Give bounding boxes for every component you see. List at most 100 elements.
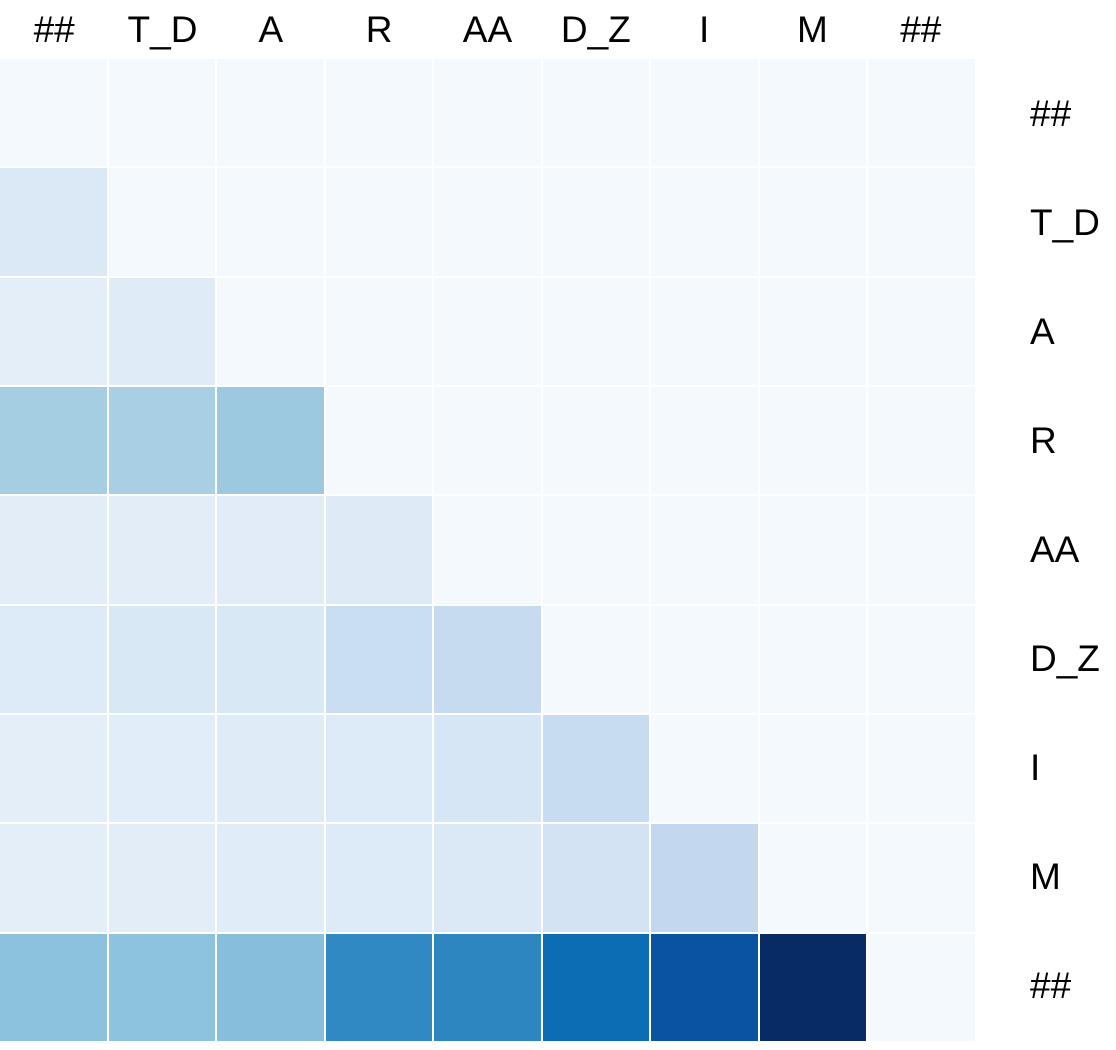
heatmap-cell (217, 824, 324, 932)
row-label: ## (1030, 92, 1072, 134)
heatmap-cell (108, 933, 216, 1041)
row-label: M (1030, 856, 1061, 898)
column-label: D_Z (560, 8, 631, 50)
heatmap-cell (868, 59, 975, 167)
heatmap-cell (0, 387, 107, 495)
heatmap-cell (325, 933, 433, 1041)
heatmap-cell (108, 496, 216, 604)
heatmap-cell (434, 933, 541, 1041)
heatmap-cell (434, 59, 541, 167)
heatmap-cell (434, 824, 541, 932)
heatmap-cell (651, 933, 758, 1041)
heatmap-cell (542, 168, 650, 276)
heatmap-cell (434, 605, 541, 713)
heatmap-cell (325, 715, 433, 823)
column-label: M (797, 8, 828, 50)
heatmap-cell (759, 715, 867, 823)
heatmap-cell (217, 168, 324, 276)
row-label: I (1030, 747, 1041, 789)
heatmap-cell (217, 277, 324, 385)
heatmap-cell (868, 277, 975, 385)
heatmap-cell (868, 715, 975, 823)
heatmap-cell (759, 496, 867, 604)
heatmap-cell (0, 168, 107, 276)
heatmap-cell (651, 277, 758, 385)
heatmap-cell (0, 496, 107, 604)
heatmap-cell (434, 715, 541, 823)
heatmap-cell (759, 933, 867, 1041)
heatmap-cell (651, 168, 758, 276)
column-label: A (258, 8, 284, 50)
heatmap-cell (542, 387, 650, 495)
heatmap-cell (759, 168, 867, 276)
column-label: AA (462, 8, 513, 50)
column-label: ## (900, 8, 942, 50)
row-label: A (1030, 310, 1055, 352)
row-label: R (1030, 419, 1057, 461)
heatmap-cell (0, 824, 107, 932)
heatmap-cell (434, 387, 541, 495)
heatmap-cell (868, 933, 975, 1041)
heatmap-cell (108, 387, 216, 495)
heatmap-cell (759, 387, 867, 495)
heatmap-cell (868, 387, 975, 495)
heatmap-cell (108, 277, 216, 385)
row-label: ## (1030, 965, 1072, 1007)
heatmap-cell (759, 824, 867, 932)
heatmap-cell (542, 605, 650, 713)
heatmap-cell (542, 824, 650, 932)
heatmap-cell (542, 933, 650, 1041)
heatmap-cell (108, 59, 216, 167)
column-labels: ## T_D A R AA D_Z I M ## (0, 0, 975, 59)
heatmap-cell (868, 168, 975, 276)
heatmap-cell (868, 496, 975, 604)
heatmap-cell (0, 605, 107, 713)
heatmap-cell (325, 168, 433, 276)
heatmap-cell (0, 715, 107, 823)
heatmap-cell (217, 387, 324, 495)
heatmap-cell (868, 824, 975, 932)
row-label: AA (1030, 528, 1080, 570)
heatmap-cell (434, 168, 541, 276)
column-label: ## (33, 8, 75, 50)
heatmap-cell (325, 387, 433, 495)
heatmap-cell (651, 59, 758, 167)
heatmap-cell (651, 605, 758, 713)
heatmap-cell (217, 59, 324, 167)
column-label: T_D (127, 8, 198, 50)
heatmap-cell (217, 933, 324, 1041)
heatmap-cell (217, 605, 324, 713)
heatmap-cell (542, 59, 650, 167)
heatmap-cell (868, 605, 975, 713)
row-label: T_D (1030, 201, 1100, 243)
heatmap-cell (759, 59, 867, 167)
heatmap-cell (108, 605, 216, 713)
heatmap-cell (108, 168, 216, 276)
heatmap-cell (759, 605, 867, 713)
heatmap-grid (0, 59, 975, 1041)
heatmap-cell (325, 59, 433, 167)
heatmap-cell (651, 824, 758, 932)
heatmap-cell (325, 824, 433, 932)
heatmap-cell (651, 715, 758, 823)
heatmap-cell (0, 277, 107, 385)
heatmap-cell (217, 496, 324, 604)
row-label: D_Z (1030, 638, 1100, 680)
heatmap-cell (434, 277, 541, 385)
heatmap-cell (325, 277, 433, 385)
heatmap-cell (108, 715, 216, 823)
heatmap-cell (108, 824, 216, 932)
heatmap-cell (759, 277, 867, 385)
heatmap-cell (0, 59, 107, 167)
heatmap-cell (325, 496, 433, 604)
heatmap-cell (651, 496, 758, 604)
heatmap-cell (0, 933, 107, 1041)
column-label: I (698, 8, 710, 50)
heatmap-cell (217, 715, 324, 823)
heatmap-cell (325, 605, 433, 713)
heatmap-cell (434, 496, 541, 604)
row-labels: ## T_D A R AA D_Z I M ## (1030, 59, 1116, 1041)
heatmap-cell (542, 715, 650, 823)
heatmap-cell (651, 387, 758, 495)
